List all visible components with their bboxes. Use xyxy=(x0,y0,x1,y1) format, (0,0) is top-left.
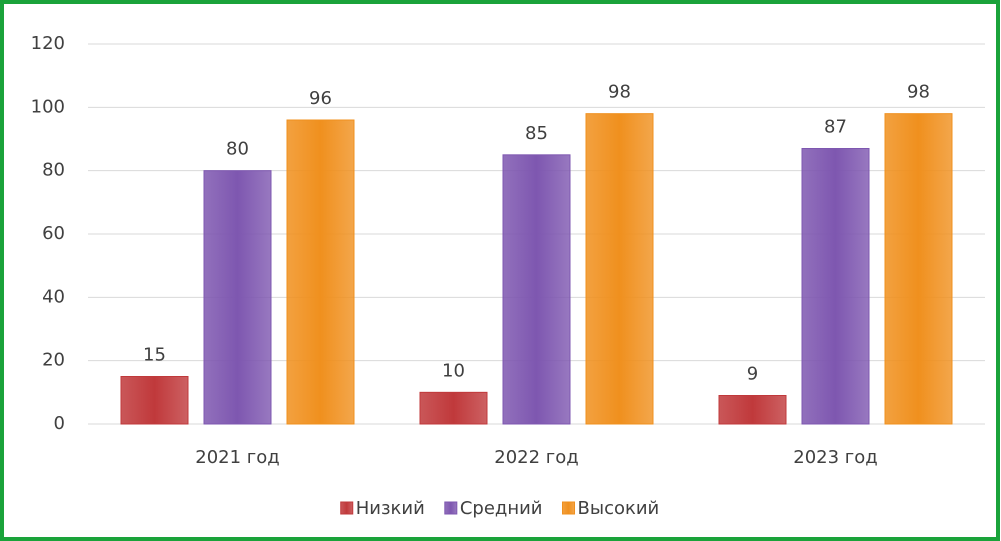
y-tick-label: 0 xyxy=(54,413,65,434)
x-tick-label: 2023 год xyxy=(793,447,877,468)
legend-swatch xyxy=(340,501,354,515)
legend-label: Высокий xyxy=(578,498,660,519)
bar xyxy=(419,391,488,425)
legend-label: Средний xyxy=(460,498,543,519)
data-label: 80 xyxy=(226,139,249,160)
bar xyxy=(203,170,272,425)
data-label: 15 xyxy=(143,345,166,366)
x-tick-label: 2022 год xyxy=(494,447,578,468)
data-label: 87 xyxy=(824,117,847,138)
bar xyxy=(286,119,355,425)
data-label: 9 xyxy=(747,364,758,385)
bar xyxy=(120,376,189,425)
data-label: 10 xyxy=(442,360,465,381)
bar xyxy=(718,395,787,425)
x-tick-label: 2021 год xyxy=(195,447,279,468)
data-label: 96 xyxy=(309,88,332,109)
data-label: 98 xyxy=(907,82,930,103)
data-label: 98 xyxy=(608,82,631,103)
legend-label: Низкий xyxy=(356,498,425,519)
y-tick-label: 100 xyxy=(31,96,65,117)
y-tick-label: 20 xyxy=(42,350,65,371)
legend: Низкий Средний Высокий xyxy=(340,498,660,519)
y-tick-label: 60 xyxy=(42,223,65,244)
legend-swatch xyxy=(444,501,458,515)
y-tick-label: 80 xyxy=(42,160,65,181)
bar xyxy=(884,113,953,425)
bar xyxy=(585,113,654,425)
legend-swatch xyxy=(562,501,576,515)
bar xyxy=(502,154,571,425)
y-tick-label: 120 xyxy=(31,33,65,54)
y-tick-label: 40 xyxy=(42,286,65,307)
data-label: 85 xyxy=(525,123,548,144)
bar xyxy=(801,148,870,425)
